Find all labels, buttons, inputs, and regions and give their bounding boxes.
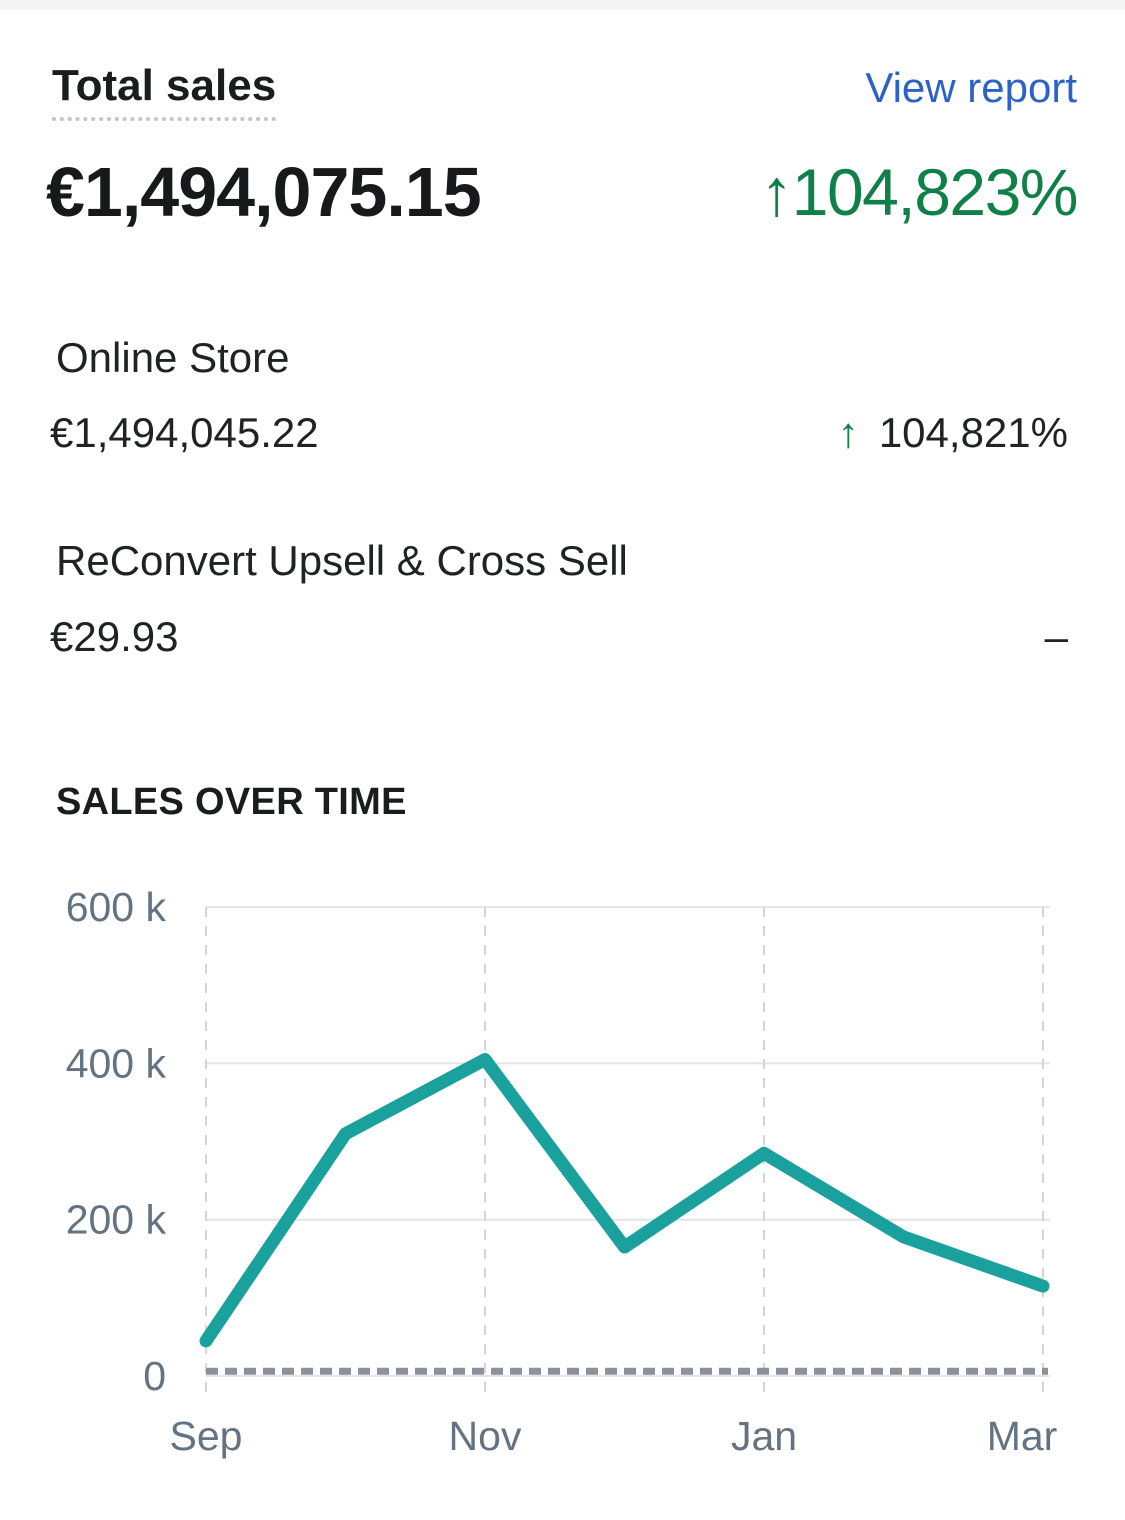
- y-axis-label-0: 0: [143, 1353, 166, 1399]
- channel-reconvert-delta: –: [1045, 616, 1068, 658]
- y-axis-label-600k: 600 k: [66, 884, 167, 930]
- total-sales-value: €1,494,075.15: [46, 153, 482, 231]
- top-strip: [0, 0, 1125, 10]
- channel-reconvert-delta-value: –: [1044, 613, 1068, 660]
- channel-online-store-delta-value: 104,821%: [878, 409, 1068, 456]
- x-axis-label-Nov: Nov: [449, 1413, 522, 1459]
- y-axis-label-400k: 400 k: [66, 1040, 167, 1086]
- x-axis-label-Sep: Sep: [170, 1413, 243, 1459]
- y-axis-label-200k: 200 k: [66, 1197, 167, 1243]
- channel-reconvert-value: €29.93: [50, 613, 179, 660]
- channel-reconvert-label: ReConvert Upsell & Cross Sell: [56, 537, 628, 584]
- sales-over-time-chart: 0 200 k 400 k 600 k Sep Nov Jan Mar: [66, 884, 1058, 1459]
- sales-over-time-heading: SALES OVER TIME: [56, 781, 407, 823]
- view-report-link[interactable]: View report: [865, 64, 1077, 111]
- up-arrow-icon: ↑: [837, 409, 859, 456]
- current-period-line: [199, 1052, 1050, 1348]
- channel-online-store-delta: ↑ 104,821%: [838, 412, 1068, 454]
- channel-online-store-label: Online Store: [56, 334, 290, 381]
- card-title[interactable]: Total sales: [52, 64, 277, 121]
- channel-online-store-value: €1,494,045.22: [50, 409, 319, 456]
- x-axis-label-Jan: Jan: [731, 1413, 797, 1459]
- up-arrow-icon: ↑: [760, 155, 793, 229]
- total-sales-delta-value: 104,823%: [791, 155, 1079, 229]
- total-sales-delta: ↑104,823%: [760, 159, 1078, 225]
- x-axis-label-Mar: Mar: [987, 1413, 1058, 1459]
